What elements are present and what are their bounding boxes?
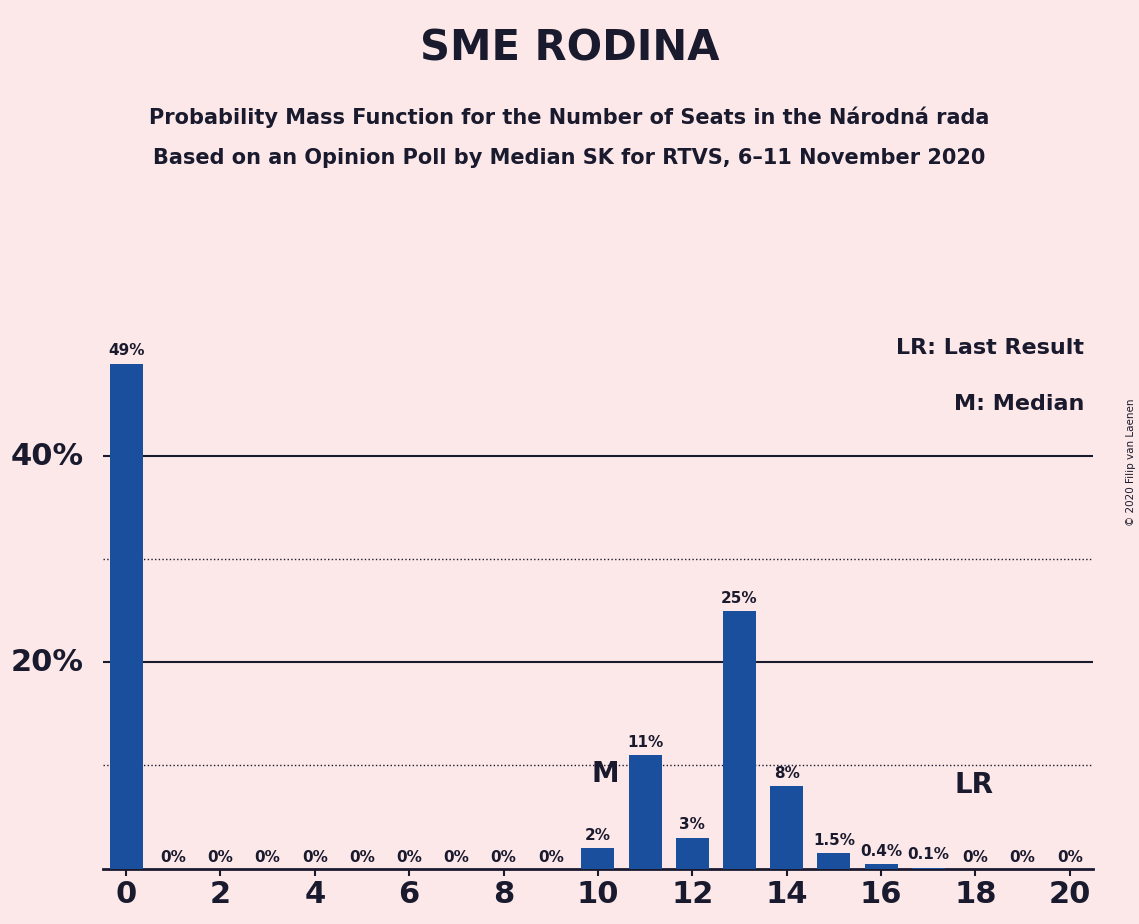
Text: © 2020 Filip van Laenen: © 2020 Filip van Laenen	[1126, 398, 1136, 526]
Bar	[770, 786, 803, 869]
Text: 49%: 49%	[108, 344, 145, 359]
Bar	[723, 611, 756, 869]
Bar	[911, 868, 944, 869]
Bar	[629, 755, 662, 869]
Bar	[675, 838, 708, 869]
Text: SME RODINA: SME RODINA	[420, 28, 719, 69]
Bar	[582, 848, 615, 869]
Text: 0%: 0%	[962, 850, 989, 866]
Text: 0%: 0%	[1057, 850, 1083, 866]
Text: Probability Mass Function for the Number of Seats in the Národná rada: Probability Mass Function for the Number…	[149, 106, 990, 128]
Text: LR: LR	[954, 771, 993, 798]
Text: 0%: 0%	[491, 850, 517, 866]
Text: 2%: 2%	[585, 828, 611, 843]
Text: 0%: 0%	[396, 850, 423, 866]
Text: 0%: 0%	[538, 850, 564, 866]
Bar	[818, 853, 851, 869]
Text: 0%: 0%	[443, 850, 469, 866]
Text: 40%: 40%	[10, 442, 83, 471]
Text: 1.5%: 1.5%	[813, 833, 855, 848]
Text: 0%: 0%	[207, 850, 233, 866]
Text: 0%: 0%	[161, 850, 187, 866]
Text: 0%: 0%	[255, 850, 280, 866]
Text: M: Median: M: Median	[953, 395, 1084, 415]
Text: 0.1%: 0.1%	[908, 847, 949, 862]
Bar	[865, 865, 898, 869]
Text: LR: Last Result: LR: Last Result	[896, 338, 1084, 358]
Text: 0%: 0%	[302, 850, 328, 866]
Text: M: M	[591, 760, 620, 788]
Text: 3%: 3%	[679, 818, 705, 833]
Text: 25%: 25%	[721, 590, 757, 606]
Text: 8%: 8%	[773, 766, 800, 781]
Text: Based on an Opinion Poll by Median SK for RTVS, 6–11 November 2020: Based on an Opinion Poll by Median SK fo…	[154, 148, 985, 168]
Text: 20%: 20%	[10, 648, 83, 677]
Text: 0.4%: 0.4%	[860, 845, 902, 859]
Text: 11%: 11%	[628, 735, 663, 750]
Text: 0%: 0%	[349, 850, 375, 866]
Text: 0%: 0%	[1009, 850, 1035, 866]
Bar	[109, 363, 142, 869]
